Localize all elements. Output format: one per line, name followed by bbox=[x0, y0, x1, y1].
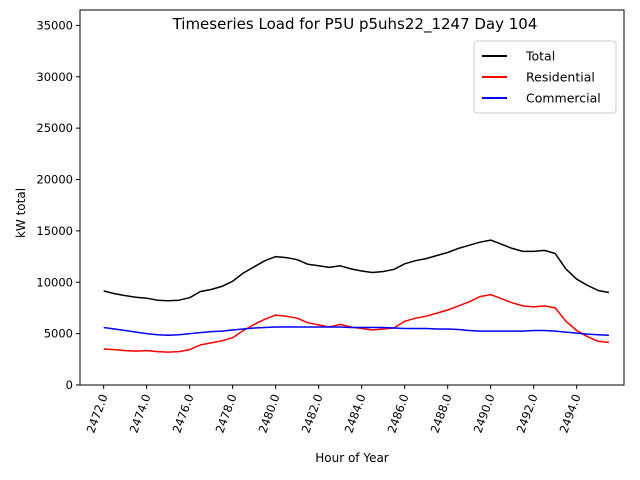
y-tick-label: 0 bbox=[66, 378, 73, 392]
series-line-total bbox=[103, 239, 610, 302]
series-line-commercial bbox=[103, 326, 609, 336]
y-tick-label: 25000 bbox=[36, 121, 73, 135]
legend-label-total: Total bbox=[525, 49, 555, 64]
x-axis-label: Hour of Year bbox=[315, 451, 389, 465]
y-tick-label: 35000 bbox=[36, 18, 73, 32]
plot-frame bbox=[79, 9, 625, 386]
legend-entries: Total Residential Commercial bbox=[482, 49, 601, 106]
legend-label-residential: Residential bbox=[526, 70, 595, 85]
y-axis-label: kW total bbox=[14, 188, 28, 238]
y-axis-ticks: 0 5000 10000 15000 20000 25000 30000 35000 bbox=[36, 18, 80, 392]
y-tick-label: 15000 bbox=[36, 224, 73, 238]
y-tick-label: 10000 bbox=[36, 275, 73, 289]
y-tick-label: 30000 bbox=[36, 70, 73, 84]
series-layer bbox=[103, 239, 610, 353]
legend-label-commercial: Commercial bbox=[526, 91, 601, 106]
legend-box bbox=[473, 40, 617, 114]
chart-title: Timeseries Load for P5U p5uhs22_1247 Day… bbox=[172, 15, 538, 34]
legend: Total Residential Commercial bbox=[473, 40, 617, 114]
y-tick-label: 5000 bbox=[44, 327, 73, 341]
y-tick-label: 20000 bbox=[36, 173, 73, 187]
